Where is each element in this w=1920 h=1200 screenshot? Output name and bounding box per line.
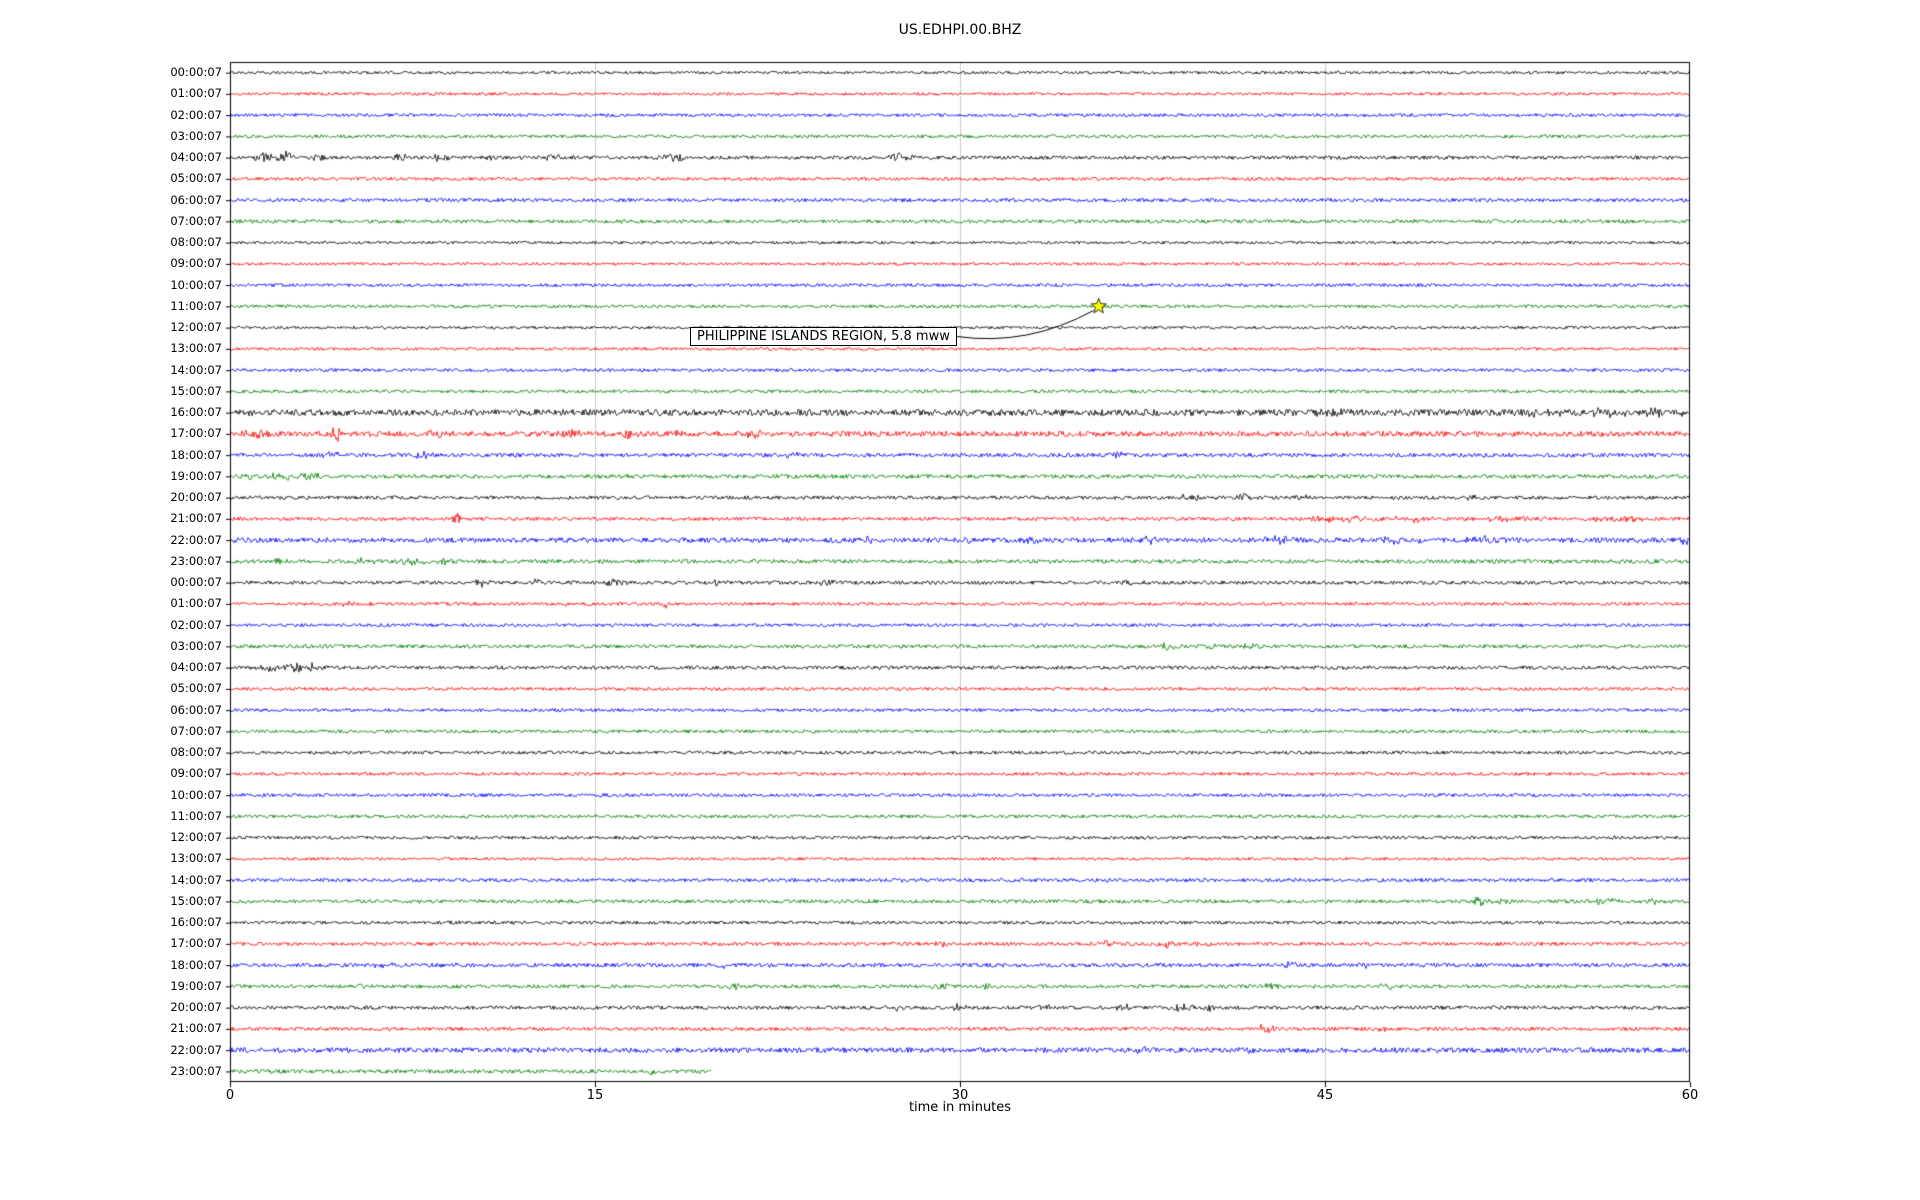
- row-time-label: 06:00:07: [170, 702, 222, 717]
- row-time-label: 17:00:07: [170, 936, 222, 951]
- row-time-label: 15:00:07: [170, 893, 222, 908]
- row-time-label: 18:00:07: [170, 447, 222, 462]
- row-time-label: 12:00:07: [170, 320, 222, 335]
- row-time-label: 13:00:07: [170, 341, 222, 356]
- x-tick-label: 30: [951, 1088, 969, 1103]
- row-time-label: 22:00:07: [170, 1042, 222, 1057]
- row-time-label: 00:00:07: [170, 65, 222, 80]
- row-time-label: 03:00:07: [170, 638, 222, 653]
- row-time-label: 21:00:07: [170, 1021, 222, 1036]
- row-time-label: 07:00:07: [170, 723, 222, 738]
- row-time-label: 11:00:07: [170, 808, 222, 823]
- row-time-label: 02:00:07: [170, 617, 222, 632]
- row-time-label: 22:00:07: [170, 532, 222, 547]
- row-time-label: 12:00:07: [170, 830, 222, 845]
- event-annotation: PHILIPPINE ISLANDS REGION, 5.8 mww: [690, 327, 957, 346]
- x-tick-label: 60: [1681, 1088, 1699, 1103]
- x-tick-label: 45: [1316, 1088, 1334, 1103]
- row-time-label: 01:00:07: [170, 596, 222, 611]
- chart-title: US.EDHPI.00.BHZ: [898, 22, 1022, 38]
- row-time-label: 07:00:07: [170, 213, 222, 228]
- row-time-label: 03:00:07: [170, 128, 222, 143]
- row-time-label: 16:00:07: [170, 915, 222, 930]
- row-time-label: 14:00:07: [170, 872, 222, 887]
- row-time-label: 14:00:07: [170, 362, 222, 377]
- row-time-label: 21:00:07: [170, 511, 222, 526]
- row-time-label: 18:00:07: [170, 957, 222, 972]
- row-time-label: 23:00:07: [170, 1063, 222, 1078]
- row-time-label: 20:00:07: [170, 490, 222, 505]
- row-time-label: 06:00:07: [170, 192, 222, 207]
- row-time-label: 10:00:07: [170, 787, 222, 802]
- row-time-label: 11:00:07: [170, 298, 222, 313]
- row-time-label: 09:00:07: [170, 766, 222, 781]
- row-time-label: 19:00:07: [170, 468, 222, 483]
- row-time-label: 23:00:07: [170, 553, 222, 568]
- row-time-label: 17:00:07: [170, 426, 222, 441]
- row-time-label: 01:00:07: [170, 86, 222, 101]
- row-time-label: 00:00:07: [170, 575, 222, 590]
- x-tick-label: 15: [586, 1088, 604, 1103]
- row-time-label: 15:00:07: [170, 383, 222, 398]
- row-time-label: 08:00:07: [170, 745, 222, 760]
- row-time-label: 05:00:07: [170, 681, 222, 696]
- row-time-label: 08:00:07: [170, 235, 222, 250]
- row-time-label: 02:00:07: [170, 107, 222, 122]
- x-axis-label: time in minutes: [908, 1100, 1012, 1115]
- row-time-label: 16:00:07: [170, 405, 222, 420]
- row-time-label: 05:00:07: [170, 171, 222, 186]
- row-time-label: 20:00:07: [170, 1000, 222, 1015]
- row-time-label: 19:00:07: [170, 978, 222, 993]
- row-time-label: 09:00:07: [170, 256, 222, 271]
- row-time-label: 04:00:07: [170, 150, 222, 165]
- row-time-label: 10:00:07: [170, 277, 222, 292]
- x-tick-label: 0: [225, 1088, 235, 1103]
- row-time-label: 04:00:07: [170, 660, 222, 675]
- row-time-label: 13:00:07: [170, 851, 222, 866]
